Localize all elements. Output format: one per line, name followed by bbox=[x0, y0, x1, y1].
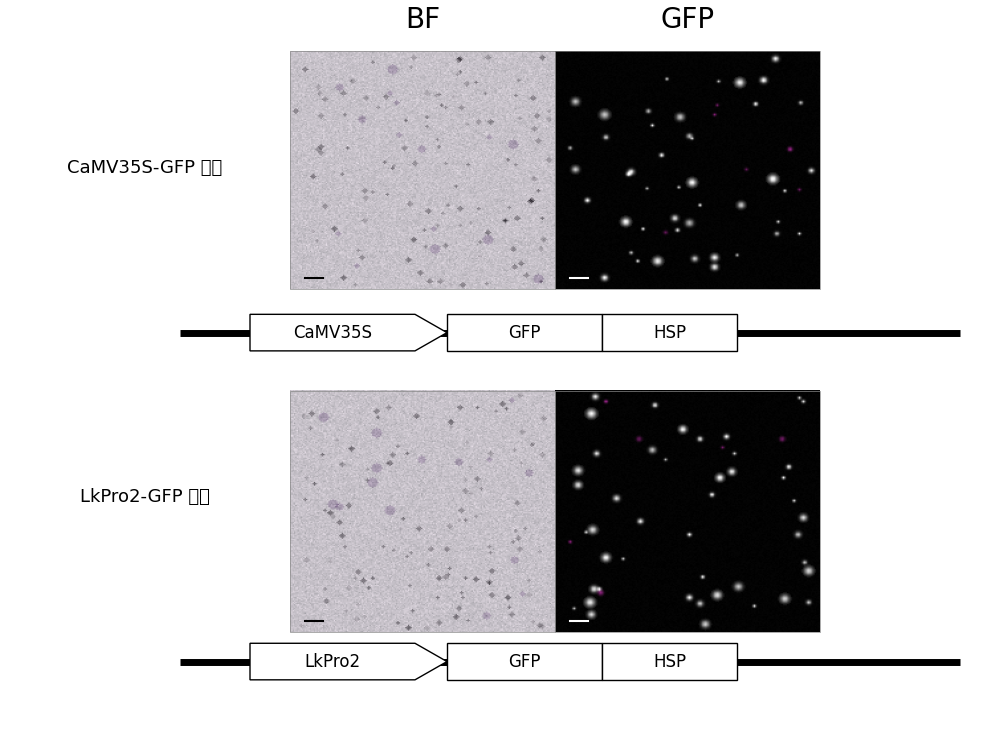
Text: GFP: GFP bbox=[660, 7, 715, 34]
Text: BF: BF bbox=[405, 7, 440, 34]
Text: GFP: GFP bbox=[508, 653, 541, 670]
Bar bbox=[602, 643, 737, 680]
Text: CaMV35S: CaMV35S bbox=[293, 324, 372, 341]
Polygon shape bbox=[250, 643, 447, 680]
Text: HSP: HSP bbox=[653, 653, 686, 670]
Bar bbox=[602, 314, 737, 351]
Bar bbox=[447, 643, 602, 680]
Bar bbox=[447, 314, 602, 351]
Text: GFP: GFP bbox=[508, 324, 541, 341]
Bar bbox=[290, 51, 555, 289]
Text: LkPro2: LkPro2 bbox=[304, 653, 361, 670]
Bar bbox=[555, 391, 820, 632]
Bar bbox=[290, 391, 555, 632]
Text: LkPro2-GFP 质粒: LkPro2-GFP 质粒 bbox=[80, 488, 210, 506]
Polygon shape bbox=[250, 314, 447, 351]
Text: CaMV35S-GFP 质粒: CaMV35S-GFP 质粒 bbox=[67, 159, 223, 177]
Text: HSP: HSP bbox=[653, 324, 686, 341]
Bar bbox=[555, 51, 820, 289]
